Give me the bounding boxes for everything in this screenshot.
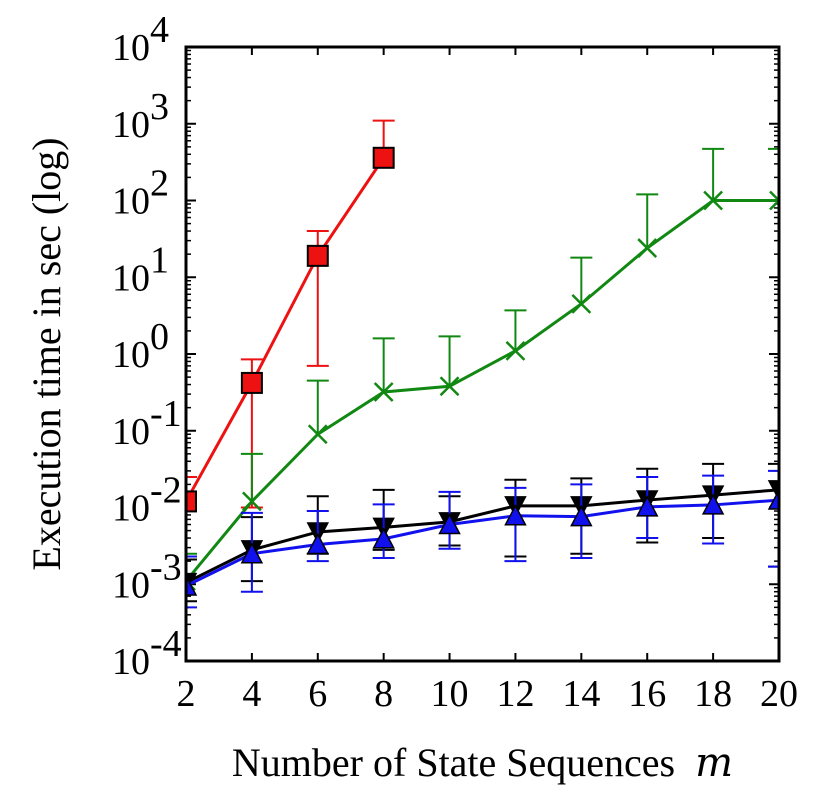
data-point: [701, 493, 725, 515]
data-point: [306, 532, 330, 555]
data-point: [504, 504, 527, 526]
data-point: [439, 376, 460, 397]
data-point: [505, 340, 526, 361]
x-tick-label: 18: [694, 673, 732, 715]
data-point: [570, 505, 593, 527]
data-point: [372, 527, 395, 549]
data-point: [438, 512, 461, 535]
y-tick-exponent: -4: [150, 623, 182, 665]
x-tick-label: 12: [496, 673, 534, 715]
data-point: [186, 574, 198, 596]
data-point: [571, 293, 592, 314]
y-axis-title: Execution time in sec (log): [24, 137, 69, 570]
x-tick-label: 8: [374, 673, 393, 715]
series-clip-group: [186, 119, 779, 609]
data-point: [372, 146, 395, 169]
x-tick-label: 2: [177, 673, 196, 715]
data-point: [240, 542, 264, 564]
y-tick-label: 10: [112, 257, 150, 299]
plot-frame: [184, 45, 781, 663]
y-tick-label: 10: [112, 181, 150, 223]
x-axis-title: Number of State Sequences m: [232, 740, 733, 786]
y-tick-label: 10: [112, 564, 150, 606]
x-tick-label: 20: [760, 673, 798, 715]
x-tick-label: 16: [628, 673, 666, 715]
data-point: [186, 490, 197, 513]
series-line: [186, 156, 385, 503]
y-tick-exponent: 0: [150, 316, 169, 358]
data-point: [242, 491, 262, 512]
series-green-cross: [186, 147, 779, 591]
data-point: [637, 238, 658, 258]
y-tick-label: 10: [112, 411, 150, 453]
x-axis-title-var: m: [695, 740, 733, 786]
y-tick-label: 10: [112, 488, 150, 530]
series-layer: [186, 119, 779, 609]
data-point: [240, 371, 263, 394]
data-point: [373, 382, 394, 402]
x-axis-title-text: Number of State Sequences: [232, 740, 675, 785]
data-point: [703, 190, 723, 211]
y-tick-exponent: 2: [150, 163, 169, 205]
series-line: [186, 199, 779, 583]
x-tick-label: 6: [308, 673, 327, 715]
data-point: [767, 488, 779, 510]
x-tick-label: 10: [431, 673, 469, 715]
y-tick-label: 10: [112, 334, 150, 376]
y-tick-exponent: -3: [150, 546, 182, 588]
series-line: [186, 498, 779, 588]
series-red-square: [186, 119, 395, 513]
series-line: [186, 488, 779, 584]
series-blue-up-triangle: [186, 469, 779, 609]
y-tick-exponent: 4: [150, 9, 169, 51]
data-point: [307, 424, 328, 445]
y-tick-label: 10: [112, 27, 150, 69]
y-tick-label: 10: [112, 641, 150, 683]
x-tick-label: 14: [562, 673, 600, 715]
x-tick-label: 4: [242, 673, 261, 715]
data-point: [306, 244, 329, 267]
y-tick-exponent: -2: [150, 470, 182, 512]
y-tick-exponent: -1: [150, 393, 182, 435]
data-point: [635, 495, 659, 517]
y-tick-exponent: 3: [150, 86, 169, 128]
y-tick-exponent: 1: [150, 239, 169, 281]
y-tick-label: 10: [112, 104, 150, 146]
data-point: [769, 190, 779, 211]
tick-layer: [185, 46, 780, 662]
